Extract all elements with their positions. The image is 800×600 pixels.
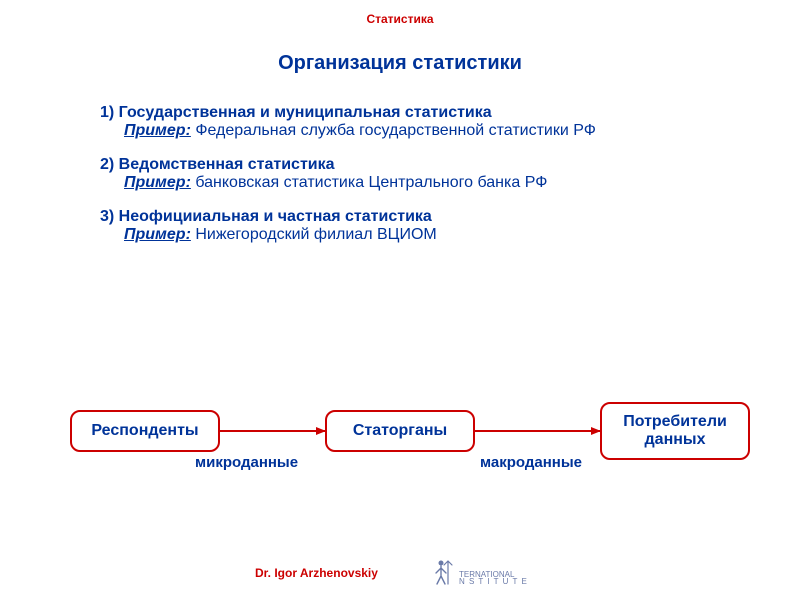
flow-node: Статорганы [325,410,475,452]
example-text: Нижегородский филиал ВЦИОМ [191,226,437,243]
page-title: Организация статистики [0,52,800,75]
example-label: Пример: [124,122,191,139]
list-item-head: 2) Ведомственная статистика [100,156,720,174]
footer-author: Dr. Igor Arzhenovskiy [255,566,378,580]
flow-edge-label: макроданные [480,454,582,471]
list-item-head: 1) Государственная и муниципальная стати… [100,104,720,122]
list-item-example: Пример: банковская статистика Центрально… [124,174,720,192]
example-text: банковская статистика Центрального банка… [191,174,547,191]
example-label: Пример: [124,226,191,243]
list-item-example: Пример: Нижегородский филиал ВЦИОМ [124,226,720,244]
flow-diagram: Респонденты Статорганы Потребители данных м… [0,390,800,510]
example-label: Пример: [124,174,191,191]
list-item-head: 3) Неофицииальная и частная статистика [100,208,720,226]
logo-text-bottom: N S T I T U T E [459,579,528,586]
list-item-example: Пример: Федеральная служба государственн… [124,122,720,140]
footer-logo: TERNATIONAL N S T I T U T E [435,558,528,586]
flow-node: Респонденты [70,410,220,452]
logo-text: TERNATIONAL N S T I T U T E [459,572,528,586]
flow-node: Потребители данных [600,402,750,460]
header-small: Статистика [0,12,800,26]
content-list: 1) Государственная и муниципальная стати… [100,98,720,260]
flow-edge-label: микроданные [195,454,298,471]
logo-figure-icon [435,558,455,586]
example-text: Федеральная служба государственной стати… [191,122,596,139]
